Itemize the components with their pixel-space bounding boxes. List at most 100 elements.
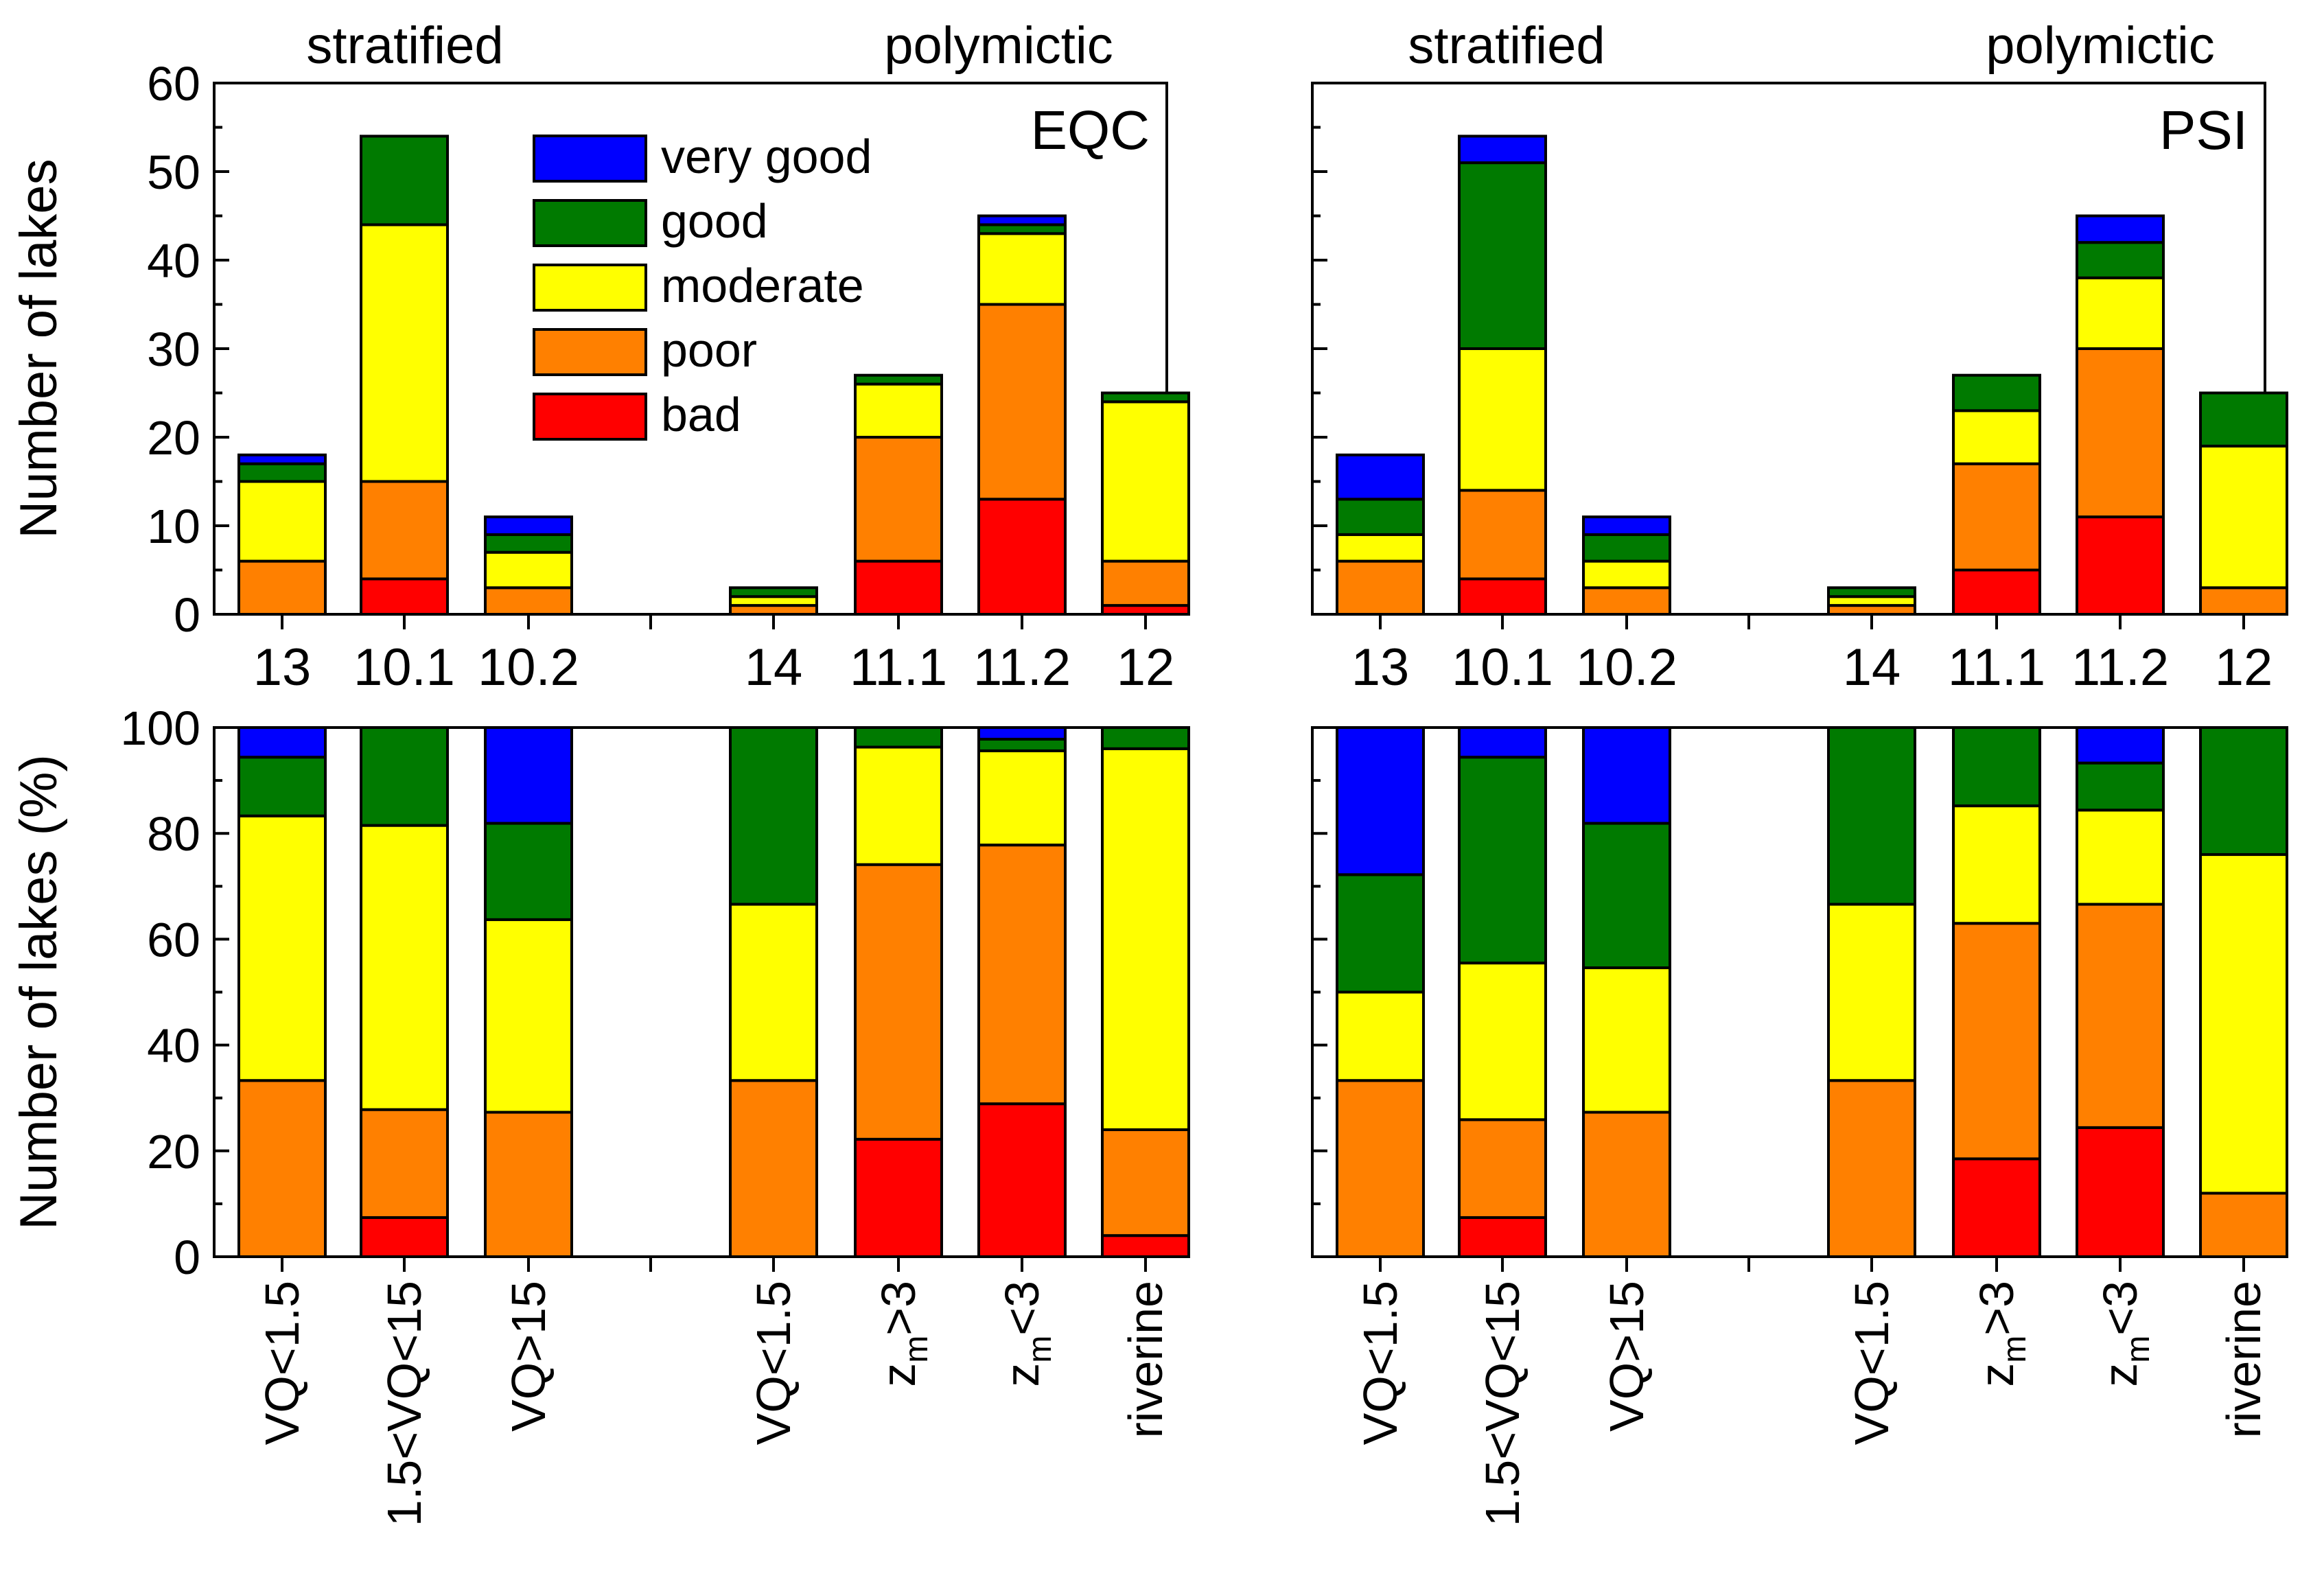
bar-good-3 — [729, 726, 818, 906]
x-tick-label: VQ<1.5 — [1353, 1281, 1407, 1445]
panel-eqc-counts: 0 10 20 30 40 50 60 Number of lakes 13 10.1 10.2 14… — [10, 57, 1190, 697]
bar-very-good-5 — [2076, 726, 2165, 765]
bar-moderate-4 — [854, 745, 943, 866]
bar-moderate-6 — [1101, 400, 1190, 563]
z-symbol: z — [872, 1363, 925, 1387]
legend-label: bad — [661, 388, 741, 441]
y-tick-label: 40 — [147, 1019, 200, 1073]
panel-psi-percent: VQ<1.5 1.5<VQ<15 VQ>15 VQ<1.5 zm>3zm<3 riveri… — [1311, 726, 2288, 1526]
bar-moderate-1 — [1458, 347, 1547, 492]
legend-label: very good — [661, 130, 872, 183]
bar-bad-4 — [1952, 1157, 2041, 1258]
x-tick-label: zm<3 — [995, 1281, 1058, 1387]
legend-swatch-moderate — [533, 264, 647, 312]
y-tick-label: 40 — [147, 234, 200, 288]
x-tick-label: zm>3 — [872, 1281, 935, 1387]
y-tick-label: 0 — [174, 1231, 200, 1284]
bar-good-2 — [1582, 533, 1671, 563]
x-tick-label: riverine — [1119, 1281, 1172, 1439]
bar-poor-1 — [360, 480, 449, 581]
bar-poor-2 — [484, 586, 573, 616]
y-axis-label: Number of lakes (%) — [10, 754, 68, 1230]
bar-good-0 — [237, 756, 327, 817]
bar-bad-5 — [977, 498, 1067, 616]
bar-good-6 — [1101, 391, 1190, 404]
x-tick-label: zm<3 — [2093, 1281, 2157, 1387]
bar-moderate-0 — [1336, 990, 1425, 1082]
bar-very-good-2 — [1582, 515, 1671, 536]
bar-good-0 — [1336, 873, 1425, 994]
bar-good-6 — [2199, 391, 2288, 448]
bar-moderate-0 — [237, 814, 327, 1082]
bar-bad-4 — [854, 559, 943, 616]
bar-poor-1 — [1458, 489, 1547, 581]
bar-poor-2 — [1582, 586, 1671, 616]
bar-very-good-0 — [237, 726, 327, 759]
group-label-polymictic-right: polymictic — [1986, 16, 2215, 75]
x-tick-label: 13 — [1351, 638, 1410, 697]
x-tick-label: 10.2 — [1576, 638, 1677, 697]
y-tick-label: 100 — [120, 701, 200, 755]
bar-poor-5 — [977, 844, 1067, 1106]
bar-very-good-0 — [237, 453, 327, 465]
y-tick-label: 50 — [147, 146, 200, 199]
bar-good-0 — [237, 462, 327, 483]
x-tick-label: 10.2 — [478, 638, 579, 697]
bar-moderate-6 — [2199, 444, 2288, 590]
x-tick-label: VQ<1.5 — [1845, 1281, 1898, 1445]
bar-moderate-6 — [1101, 747, 1190, 1131]
x-tick-label: 14 — [745, 638, 803, 697]
x-tick-label: VQ>15 — [502, 1281, 555, 1432]
bar-good-1 — [360, 135, 449, 226]
bar-poor-6 — [1101, 559, 1190, 607]
bar-bad-1 — [360, 1216, 449, 1259]
bar-good-2 — [484, 533, 573, 554]
bar-very-good-5 — [977, 726, 1067, 741]
bar-moderate-2 — [484, 918, 573, 1114]
z-symbol: z — [995, 1363, 1049, 1387]
x-tick-label: 1.5<VQ<15 — [1476, 1281, 1529, 1526]
y-tick-label: 10 — [147, 500, 200, 553]
bar-poor-0 — [237, 559, 327, 616]
x-tick-label: 11.1 — [1948, 638, 2045, 697]
bar-good-4 — [1952, 726, 2041, 808]
x-tick-label: 11.2 — [973, 638, 1071, 697]
comparison: <3 — [2093, 1281, 2147, 1336]
bar-good-4 — [854, 373, 943, 386]
bar-poor-2 — [484, 1111, 573, 1258]
bar-good-5 — [2076, 241, 2165, 279]
bar-moderate-2 — [484, 550, 573, 590]
bar-poor-4 — [1952, 462, 2041, 572]
bar-poor-6 — [2199, 1192, 2288, 1258]
x-tick-label: 11.1 — [850, 638, 947, 697]
y-axis-label: Number of lakes — [10, 159, 68, 538]
bar-good-4 — [1952, 373, 2041, 412]
panel-label: PSI — [2159, 100, 2248, 161]
bar-poor-6 — [1101, 1128, 1190, 1237]
bar-poor-4 — [854, 436, 943, 563]
bar-moderate-1 — [360, 824, 449, 1111]
panel-label: EQC — [1031, 100, 1150, 161]
x-tick-label: 10.1 — [1452, 638, 1553, 697]
bar-moderate-0 — [237, 480, 327, 563]
bar-bad-1 — [1458, 1216, 1547, 1259]
bar-moderate-3 — [1827, 903, 1916, 1082]
bar-bad-1 — [1458, 577, 1547, 616]
legend-label: poor — [661, 323, 757, 377]
x-tick-label: 11.2 — [2071, 638, 2169, 697]
bar-good-5 — [977, 737, 1067, 752]
bar-poor-2 — [1582, 1111, 1671, 1258]
group-label-polymictic-left: polymictic — [884, 16, 1113, 75]
bar-poor-0 — [1336, 1079, 1425, 1258]
bar-good-0 — [1336, 498, 1425, 536]
bar-moderate-1 — [360, 223, 449, 483]
group-label-stratified-right: stratified — [1408, 16, 1605, 75]
legend-swatch-very-good — [533, 135, 647, 183]
bar-moderate-5 — [2076, 276, 2165, 350]
legend: very good good moderate poor bad — [533, 130, 872, 441]
bar-very-good-1 — [1458, 135, 1547, 165]
bar-poor-4 — [854, 863, 943, 1141]
bar-moderate-5 — [977, 232, 1067, 306]
bar-very-good-1 — [1458, 726, 1547, 759]
bar-moderate-0 — [1336, 533, 1425, 563]
